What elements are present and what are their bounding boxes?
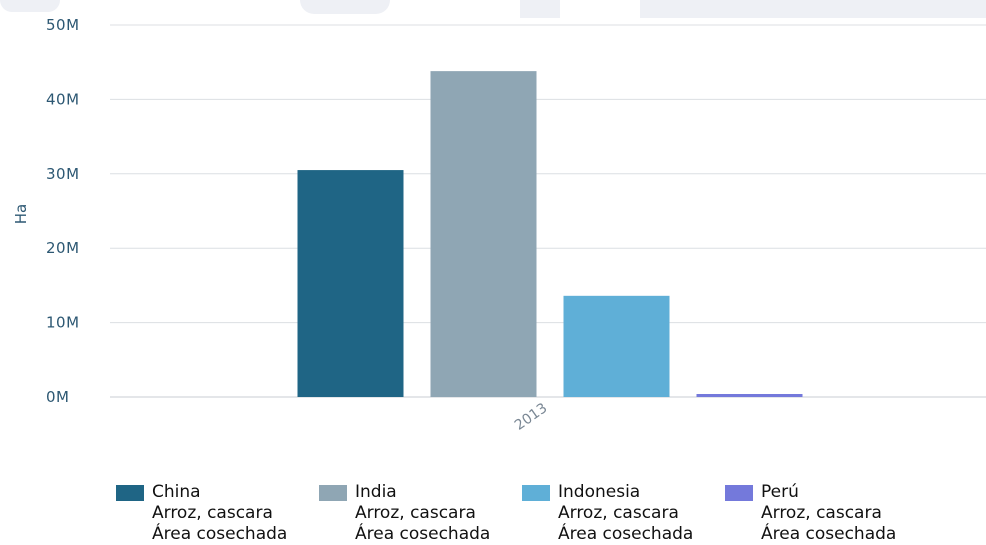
legend-line3: Área cosechada [152, 524, 288, 544]
legend-name: Indonesia [558, 482, 641, 502]
legend-line2: Arroz, cascara [152, 503, 273, 523]
bar-indonesia[interactable] [563, 295, 670, 397]
bar-chart: 0M 10M 20M 30M 40M 50M Ha 2013 [12, 16, 986, 434]
legend-name: Perú [761, 482, 799, 502]
legend-line3: Área cosechada [761, 524, 897, 544]
y-tick-label: 0M [46, 388, 70, 406]
legend-name: China [152, 482, 201, 502]
legend-item-peru[interactable]: Perú Arroz, cascara Área cosechada [725, 482, 928, 545]
legend-item-china[interactable]: China Arroz, cascara Área cosechada [116, 482, 319, 545]
y-tick-label: 20M [46, 239, 80, 257]
watermark-banner [0, 0, 986, 20]
legend-line3: Área cosechada [355, 524, 491, 544]
bars [297, 71, 803, 398]
legend-line2: Arroz, cascara [558, 503, 679, 523]
legend-item-indonesia[interactable]: Indonesia Arroz, cascara Área cosechada [522, 482, 725, 545]
legend: China Arroz, cascara Área cosechada Indi… [116, 482, 928, 545]
y-axis-ticks: 0M 10M 20M 30M 40M 50M [46, 16, 80, 406]
y-axis-label: Ha [12, 204, 30, 224]
gridlines [110, 24, 986, 398]
legend-item-india[interactable]: India Arroz, cascara Área cosechada [319, 482, 522, 545]
y-tick-label: 50M [46, 16, 80, 34]
legend-line2: Arroz, cascara [761, 503, 882, 523]
legend-line3: Área cosechada [558, 524, 694, 544]
legend-swatch-india [319, 485, 347, 501]
bar-india[interactable] [430, 71, 537, 398]
legend-swatch-peru [725, 485, 753, 501]
bar-per-[interactable] [696, 394, 803, 397]
y-tick-label: 30M [46, 165, 80, 183]
legend-swatch-china [116, 485, 144, 501]
legend-name: India [355, 482, 397, 502]
x-tick-label: 2013 [512, 400, 550, 434]
y-tick-label: 40M [46, 90, 80, 108]
legend-swatch-indonesia [522, 485, 550, 501]
bar-china[interactable] [297, 170, 404, 397]
y-tick-label: 10M [46, 314, 80, 332]
legend-line2: Arroz, cascara [355, 503, 476, 523]
